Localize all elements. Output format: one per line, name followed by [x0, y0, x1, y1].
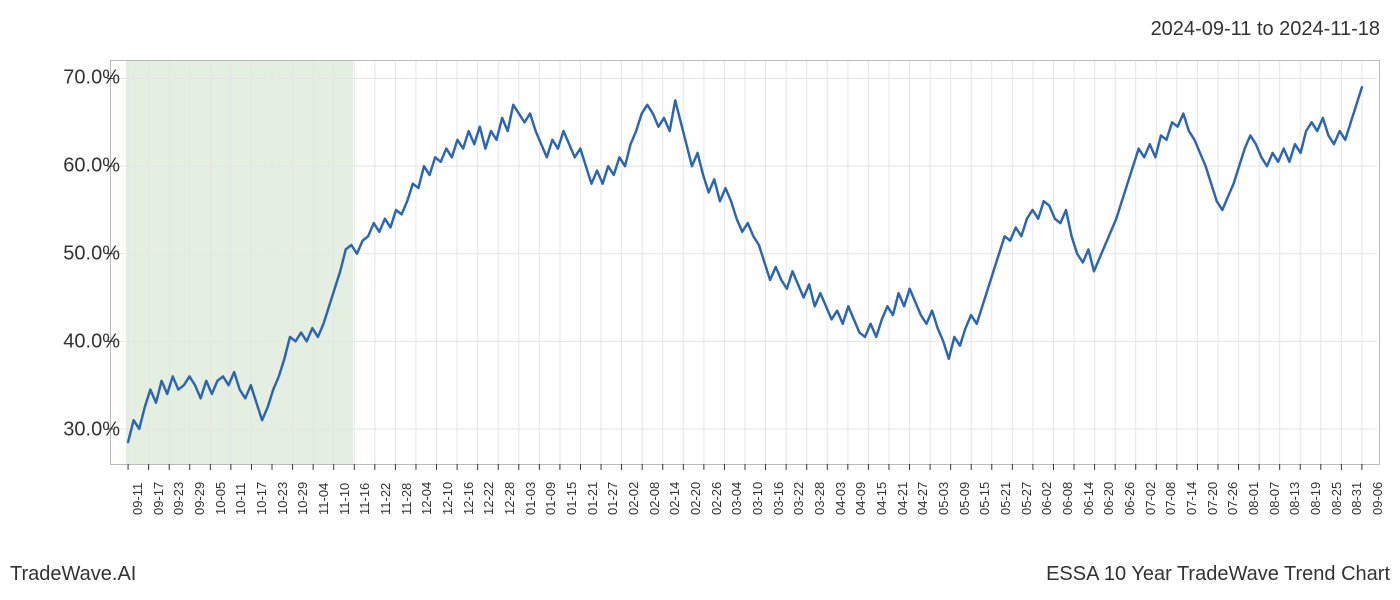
x-tick-label: 12-22 [481, 482, 496, 515]
x-tick-label: 01-03 [523, 482, 538, 515]
x-tick-label: 07-08 [1163, 482, 1178, 515]
x-tick-label: 01-27 [605, 482, 620, 515]
x-tick-label: 08-25 [1329, 482, 1344, 515]
x-tick-label: 07-14 [1184, 482, 1199, 515]
branding-label: TradeWave.AI [10, 563, 136, 586]
x-tick-label: 11-16 [357, 483, 372, 515]
x-tick-label: 11-10 [337, 483, 352, 515]
x-tick-label: 08-31 [1349, 482, 1364, 515]
x-tick-label: 05-27 [1019, 482, 1034, 515]
x-tick-label: 08-01 [1246, 482, 1261, 515]
x-tick-label: 12-16 [461, 482, 476, 515]
x-tick-label: 09-23 [171, 482, 186, 515]
chart-container [110, 60, 1380, 465]
x-tick-label: 06-20 [1101, 482, 1116, 515]
x-tick-label: 12-04 [419, 482, 434, 515]
x-tick-label: 04-15 [874, 482, 889, 515]
x-tick-label: 10-29 [295, 482, 310, 515]
date-range-label: 2024-09-11 to 2024-11-18 [1151, 18, 1380, 41]
x-tick-label: 11-22 [378, 483, 393, 515]
x-tick-label: 02-14 [667, 482, 682, 515]
y-tick-label: 70.0% [30, 66, 120, 89]
x-tick-label: 07-26 [1225, 482, 1240, 515]
x-tick-label: 08-19 [1308, 482, 1323, 515]
x-tick-label: 06-02 [1039, 482, 1054, 515]
x-tick-label: 05-15 [977, 482, 992, 515]
x-tick-label: 11-28 [399, 483, 414, 515]
x-tick-label: 08-07 [1267, 482, 1282, 515]
x-tick-label: 07-20 [1205, 482, 1220, 515]
x-tick-label: 04-03 [833, 482, 848, 515]
x-tick-label: 10-23 [275, 482, 290, 515]
x-tick-label: 03-28 [812, 482, 827, 515]
x-tick-label: 10-17 [254, 482, 269, 515]
x-tick-label: 01-21 [585, 482, 600, 515]
x-tick-label: 03-10 [750, 482, 765, 515]
line-svg [111, 61, 1379, 464]
x-tick-label: 09-11 [130, 483, 145, 515]
x-tick-label: 09-17 [151, 482, 166, 515]
x-tick-label: 02-08 [647, 482, 662, 515]
x-tick-label: 06-26 [1122, 482, 1137, 515]
x-tick-label: 02-20 [688, 482, 703, 515]
x-tick-label: 02-26 [709, 482, 724, 515]
x-tick-label: 05-21 [998, 482, 1013, 515]
x-tick-label: 06-14 [1081, 482, 1096, 515]
x-tick-label: 01-09 [543, 482, 558, 515]
x-tick-label: 07-02 [1143, 482, 1158, 515]
x-tick-label: 03-22 [791, 482, 806, 515]
x-tick-label: 11-04 [316, 483, 331, 515]
x-tick-label: 02-02 [626, 482, 641, 515]
x-tick-label: 09-06 [1370, 482, 1385, 515]
x-tick-label: 05-09 [957, 482, 972, 515]
y-tick-label: 30.0% [30, 418, 120, 441]
x-tick-label: 04-27 [915, 482, 930, 515]
y-tick-label: 60.0% [30, 154, 120, 177]
x-tick-label: 10-11 [233, 483, 248, 515]
x-tick-label: 06-08 [1060, 482, 1075, 515]
x-tick-label: 01-15 [564, 482, 579, 515]
x-tick-label: 04-09 [853, 482, 868, 515]
x-tick-label: 08-13 [1287, 482, 1302, 515]
chart-title-label: ESSA 10 Year TradeWave Trend Chart [1046, 563, 1390, 586]
y-tick-label: 40.0% [30, 330, 120, 353]
trend-line [128, 87, 1362, 442]
x-tick-label: 03-04 [729, 482, 744, 515]
x-tick-label: 03-16 [771, 482, 786, 515]
x-tick-label: 12-28 [502, 482, 517, 515]
y-tick-label: 50.0% [30, 242, 120, 265]
x-tick-label: 09-29 [192, 482, 207, 515]
plot-area [110, 60, 1380, 465]
x-tick-label: 05-03 [936, 482, 951, 515]
x-tick-label: 10-05 [213, 482, 228, 515]
x-tick-label: 04-21 [895, 482, 910, 515]
x-tick-label: 12-10 [440, 482, 455, 515]
